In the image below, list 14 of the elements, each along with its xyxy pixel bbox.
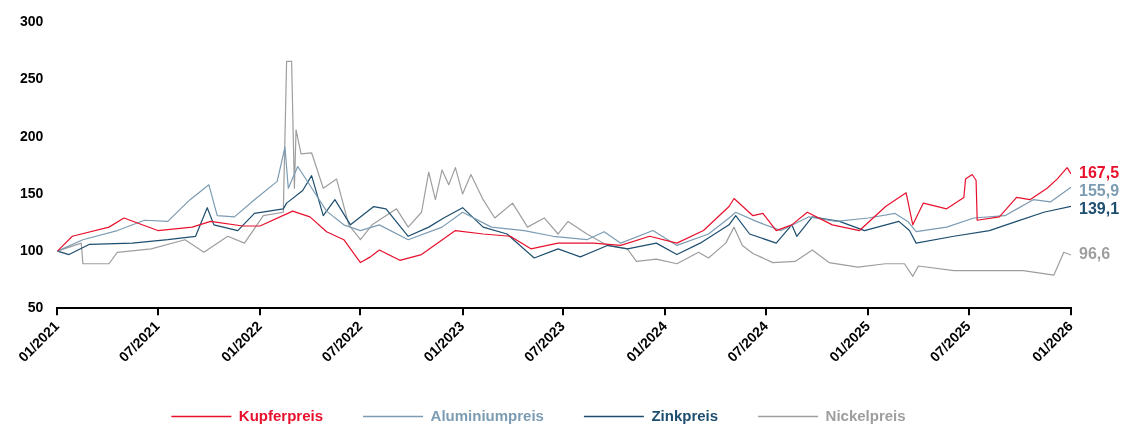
y-tick-label: 100: [20, 242, 44, 259]
legend-label: Nickelpreis: [825, 406, 906, 424]
data-label: 96,6: [1079, 245, 1111, 263]
y-tick-label: 300: [20, 13, 44, 30]
y-tick-label: 50: [27, 299, 44, 316]
y-tick-label: 200: [20, 127, 44, 144]
legend-label: Aluminiumpreis: [430, 406, 544, 424]
legend-label: Zinkpreis: [651, 406, 719, 424]
data-label: 139,1: [1079, 200, 1120, 218]
legend-label: Kupferpreis: [238, 406, 324, 424]
data-label: 167,5: [1079, 164, 1120, 182]
y-tick-label: 150: [20, 184, 44, 201]
data-label: 155,9: [1079, 182, 1120, 200]
y-tick-label: 250: [20, 70, 44, 87]
